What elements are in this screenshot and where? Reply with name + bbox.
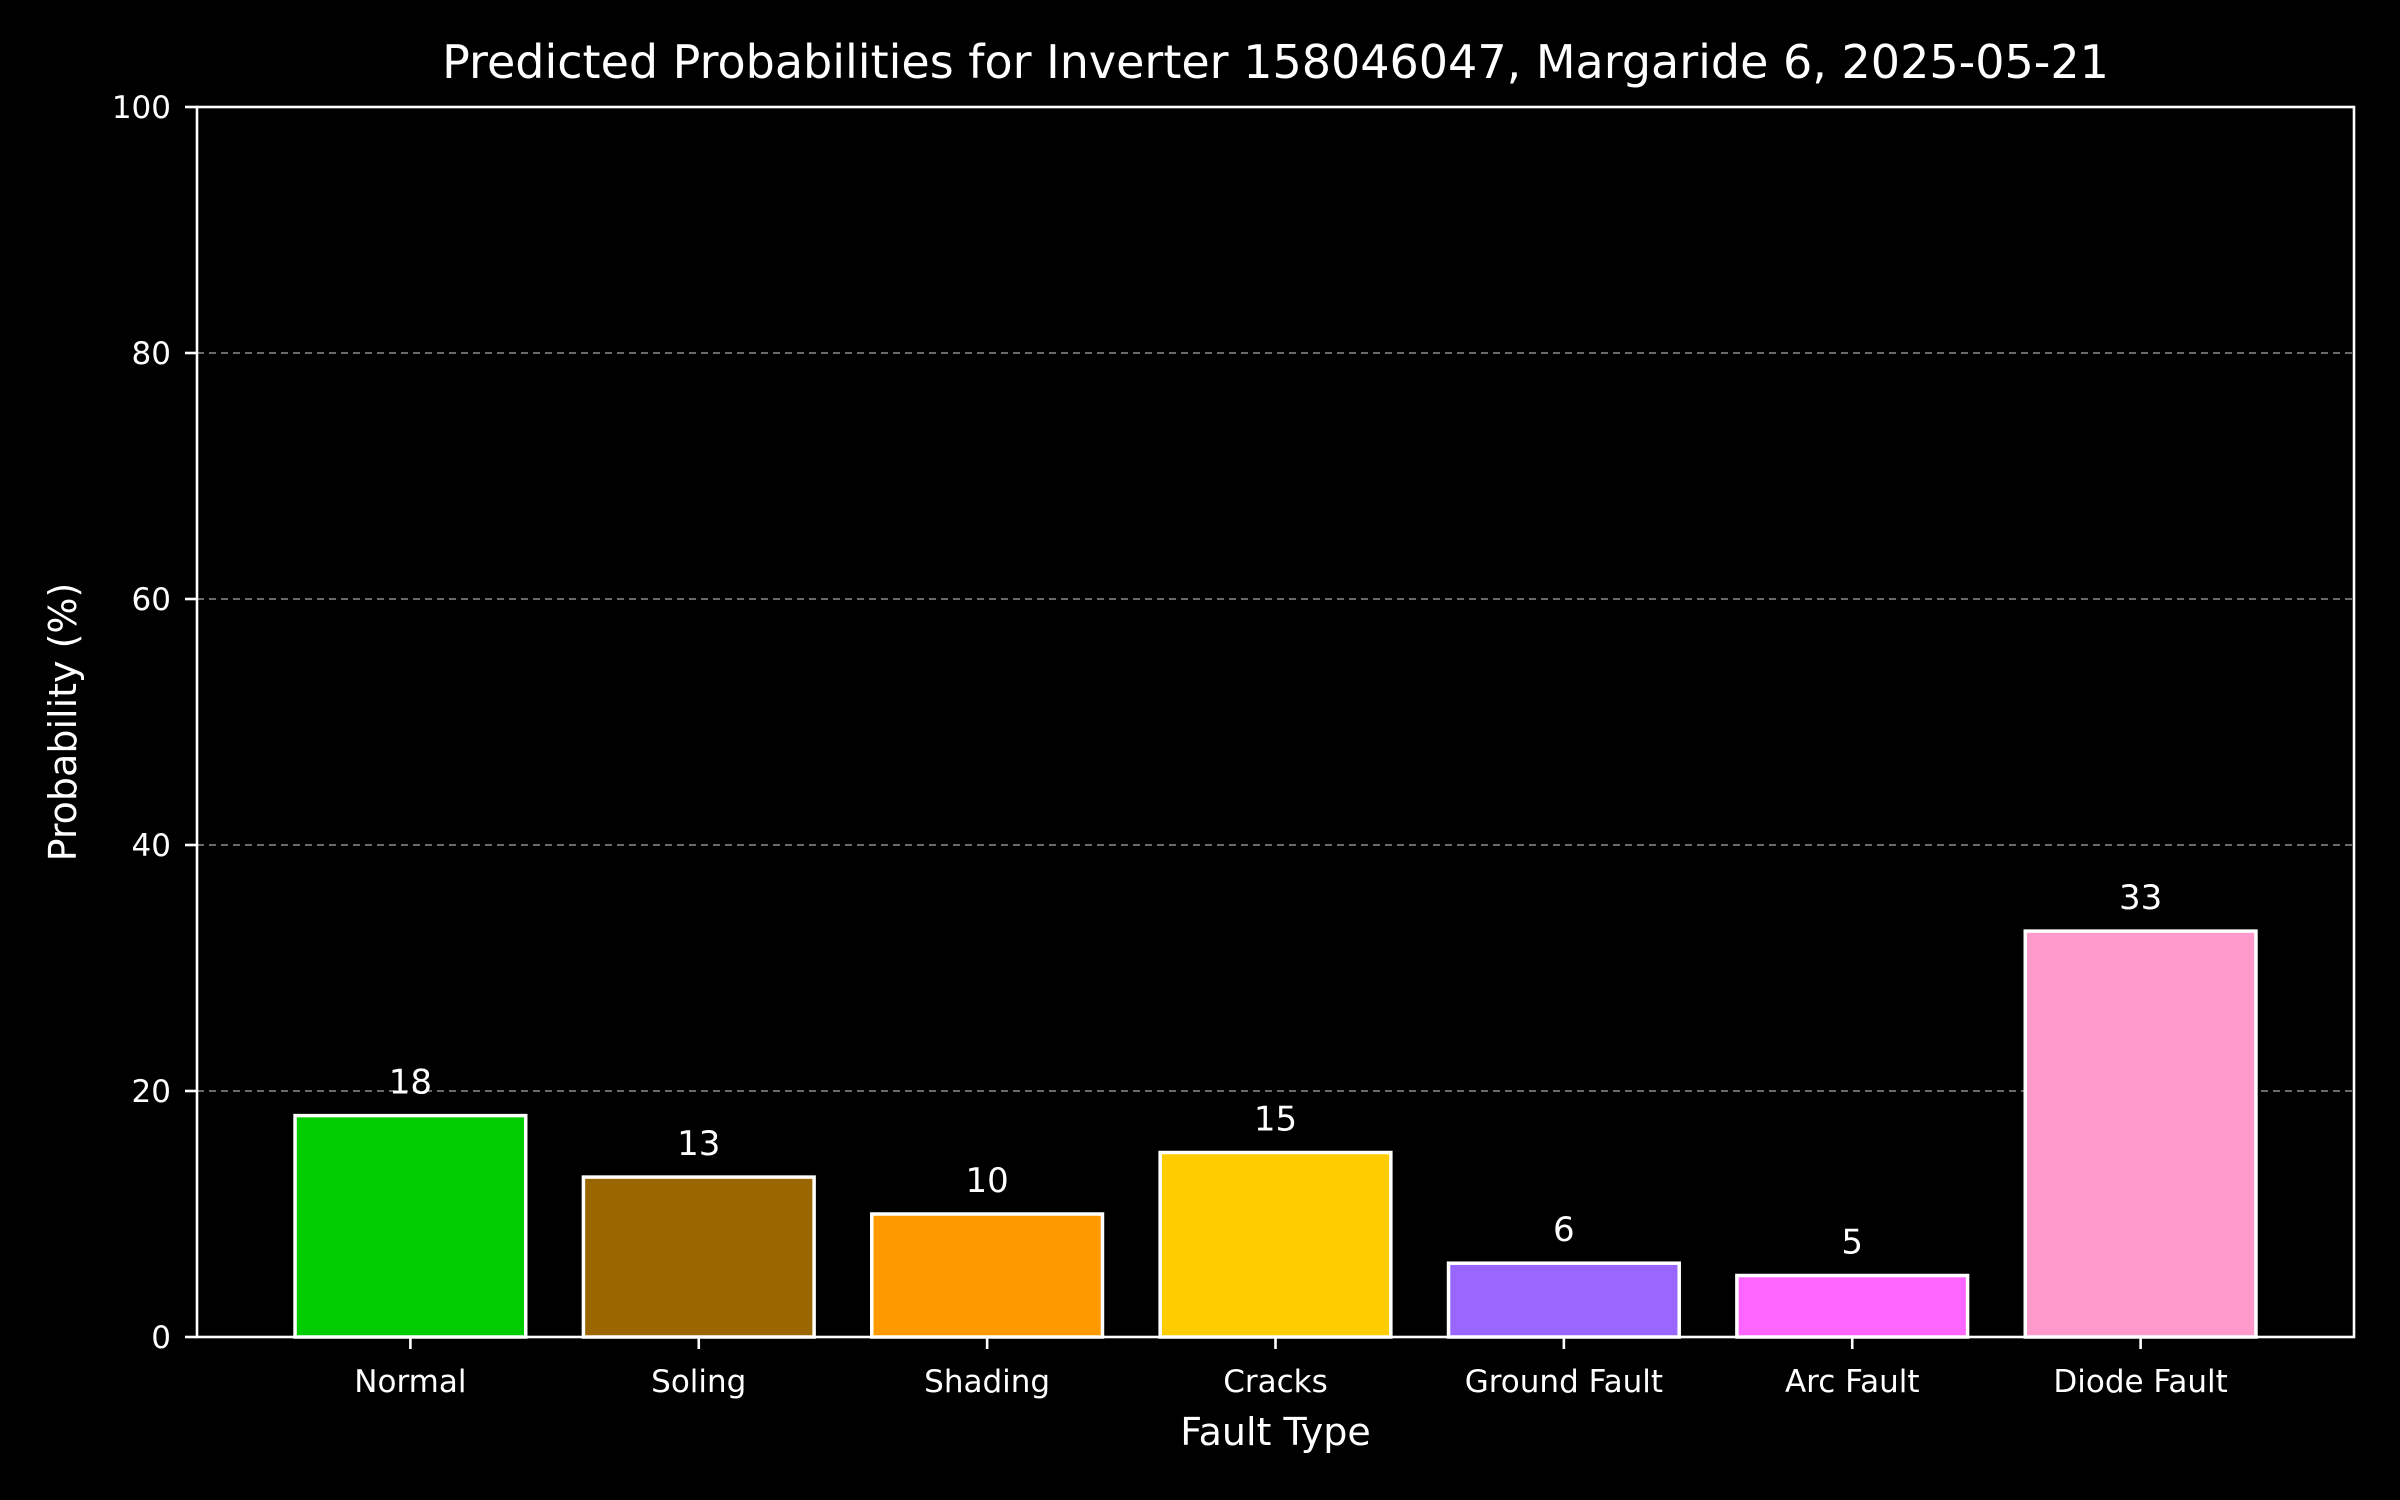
bar-normal xyxy=(293,1113,528,1339)
bar-arc-fault xyxy=(1735,1273,1970,1339)
y-tick-label: 40 xyxy=(132,828,171,864)
chart-title: Predicted Probabilities for Inverter 158… xyxy=(442,35,2109,89)
x-tick-label: Soling xyxy=(651,1364,746,1400)
y-axis-label: Probability (%) xyxy=(41,583,85,862)
bar-value-label: 33 xyxy=(2119,878,2162,918)
bar-value-label: 5 xyxy=(1841,1223,1863,1263)
bar-value-label: 13 xyxy=(677,1124,720,1164)
y-tick-label: 100 xyxy=(112,90,171,126)
bars xyxy=(293,929,2258,1339)
y-axis-ticks: 0 20 40 60 80 100 xyxy=(112,90,197,1356)
bar-cracks xyxy=(1158,1150,1393,1339)
y-tick-label: 20 xyxy=(132,1074,171,1110)
bar-value-label: 10 xyxy=(965,1161,1008,1201)
x-tick-label: Shading xyxy=(924,1364,1050,1400)
y-tick-label: 0 xyxy=(151,1320,171,1356)
x-axis-label: Fault Type xyxy=(1180,1410,1371,1454)
x-tick-label: Arc Fault xyxy=(1785,1364,1920,1400)
bar-value-label: 18 xyxy=(389,1063,432,1103)
x-axis-ticks: Normal Soling Shading Cracks Ground Fault Arc… xyxy=(354,1337,2228,1400)
bar-soling xyxy=(581,1175,816,1339)
y-tick-label: 60 xyxy=(132,582,171,618)
bar-ground-fault xyxy=(1446,1261,1681,1339)
x-tick-label: Ground Fault xyxy=(1465,1364,1663,1400)
bar-shading xyxy=(870,1212,1105,1339)
bar-diode-fault xyxy=(2023,929,2258,1339)
y-tick-label: 80 xyxy=(132,336,171,372)
x-tick-label: Diode Fault xyxy=(2053,1364,2227,1400)
bar-value-label: 15 xyxy=(1254,1100,1297,1140)
x-tick-label: Cracks xyxy=(1223,1364,1328,1400)
data-labels: 18 13 10 15 6 5 33 xyxy=(389,878,2162,1262)
x-tick-label: Normal xyxy=(354,1364,466,1400)
bar-value-label: 6 xyxy=(1553,1210,1575,1250)
